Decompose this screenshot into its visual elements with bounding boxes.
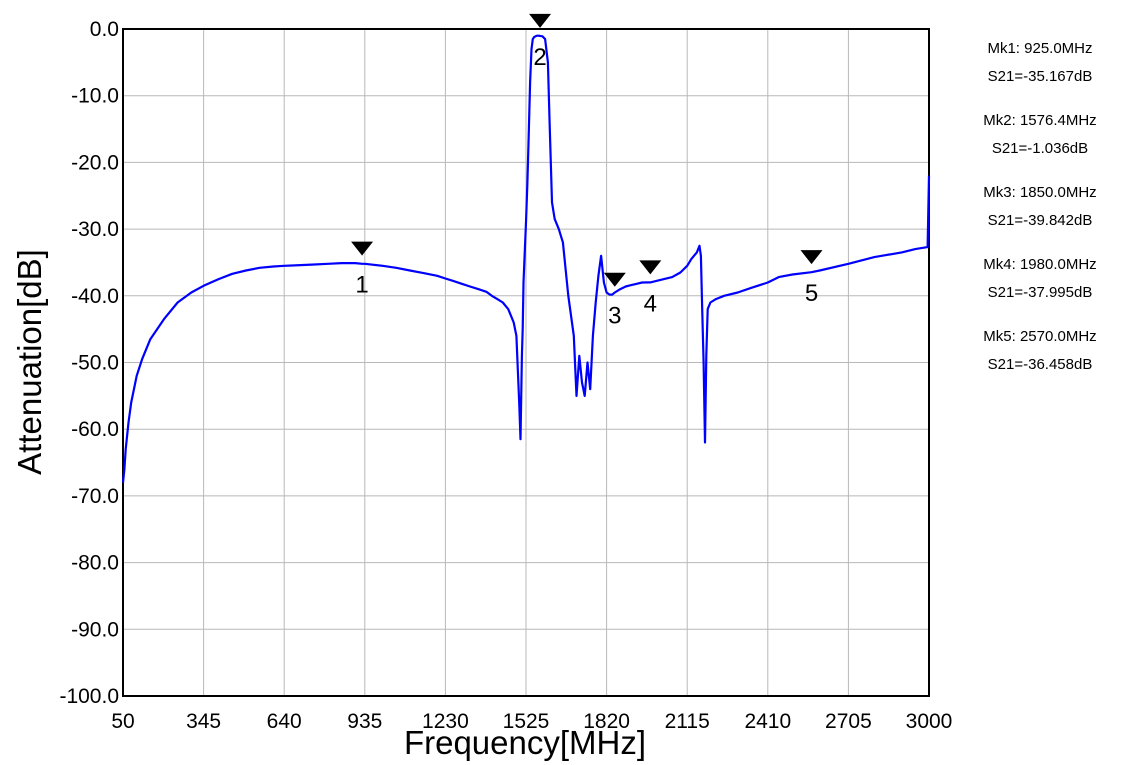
mk1-s21: S21=-35.167dB <box>988 68 1093 85</box>
y-tick-labels: 0.0 -10.0 -20.0 -30.0 -40.0 -50.0 -60.0 -70.0 -8… <box>59 18 119 708</box>
grid-lines <box>123 29 929 696</box>
mk1-frequency: Mk1: 925.0MHz <box>987 40 1092 57</box>
x-tick-label: 3000 <box>906 710 953 733</box>
x-tick-label: 2115 <box>665 710 710 733</box>
y-tick-label: -100.0 <box>59 685 119 708</box>
y-tick-label: -20.0 <box>71 151 119 174</box>
series-line-0 <box>121 34 931 483</box>
y-tick-label: -70.0 <box>71 485 119 508</box>
plot-frame <box>122 28 930 697</box>
y-tick-label: -90.0 <box>71 618 119 641</box>
y-axis-title: Attenuation[dB] <box>11 249 48 475</box>
y-tick-label: -10.0 <box>71 85 119 108</box>
marker-triangle-2 <box>529 13 552 28</box>
mk3-s21: S21=-39.842dB <box>988 212 1093 229</box>
y-tick-label: -50.0 <box>71 352 119 375</box>
x-tick-label: 640 <box>267 710 302 733</box>
mk5-frequency: Mk5: 2570.0MHz <box>983 328 1096 345</box>
marker-label-5: 5 <box>805 280 818 307</box>
marker-triangle-1 <box>351 241 374 256</box>
marker-triangle-3 <box>603 272 626 287</box>
marker-readouts: Mk1: 925.0MHz S21=-35.167dB Mk2: 1576.4M… <box>983 40 1096 373</box>
marker-triangle-4 <box>639 260 662 275</box>
x-tick-label: 2705 <box>825 710 872 733</box>
y-tick-label: -80.0 <box>71 552 119 575</box>
mk2-s21: S21=-1.036dB <box>992 140 1088 157</box>
marker-label-3: 3 <box>608 303 621 330</box>
x-tick-label: 935 <box>347 710 382 733</box>
mk4-s21: S21=-37.995dB <box>988 284 1093 301</box>
y-tick-label: -40.0 <box>71 285 119 308</box>
x-axis-title: Frequency[MHz] <box>404 724 646 761</box>
marker-label-4: 4 <box>644 290 657 317</box>
mk3-frequency: Mk3: 1850.0MHz <box>983 184 1096 201</box>
y-tick-label: -30.0 <box>71 218 119 241</box>
marker-triangle-5 <box>800 250 823 265</box>
series-layer <box>121 34 931 483</box>
x-tick-label: 50 <box>111 710 134 733</box>
x-tick-labels: 50 345 640 935 1230 1525 1820 2115 2410 2705 3000 <box>111 710 952 733</box>
mk5-s21: S21=-36.458dB <box>988 356 1093 373</box>
y-tick-label: -60.0 <box>71 418 119 441</box>
x-tick-label: 2410 <box>744 710 791 733</box>
markers-layer: 1 2 3 4 5 <box>351 13 823 330</box>
marker-label-1: 1 <box>355 272 368 299</box>
x-tick-label: 1820 <box>583 710 630 733</box>
x-tick-label: 345 <box>186 710 221 733</box>
x-tick-label: 1525 <box>503 710 550 733</box>
y-tick-label: 0.0 <box>90 18 119 41</box>
mk2-frequency: Mk2: 1576.4MHz <box>983 112 1096 129</box>
x-tick-label: 1230 <box>422 710 469 733</box>
marker-label-2: 2 <box>533 44 546 71</box>
mk4-frequency: Mk4: 1980.0MHz <box>983 256 1096 273</box>
